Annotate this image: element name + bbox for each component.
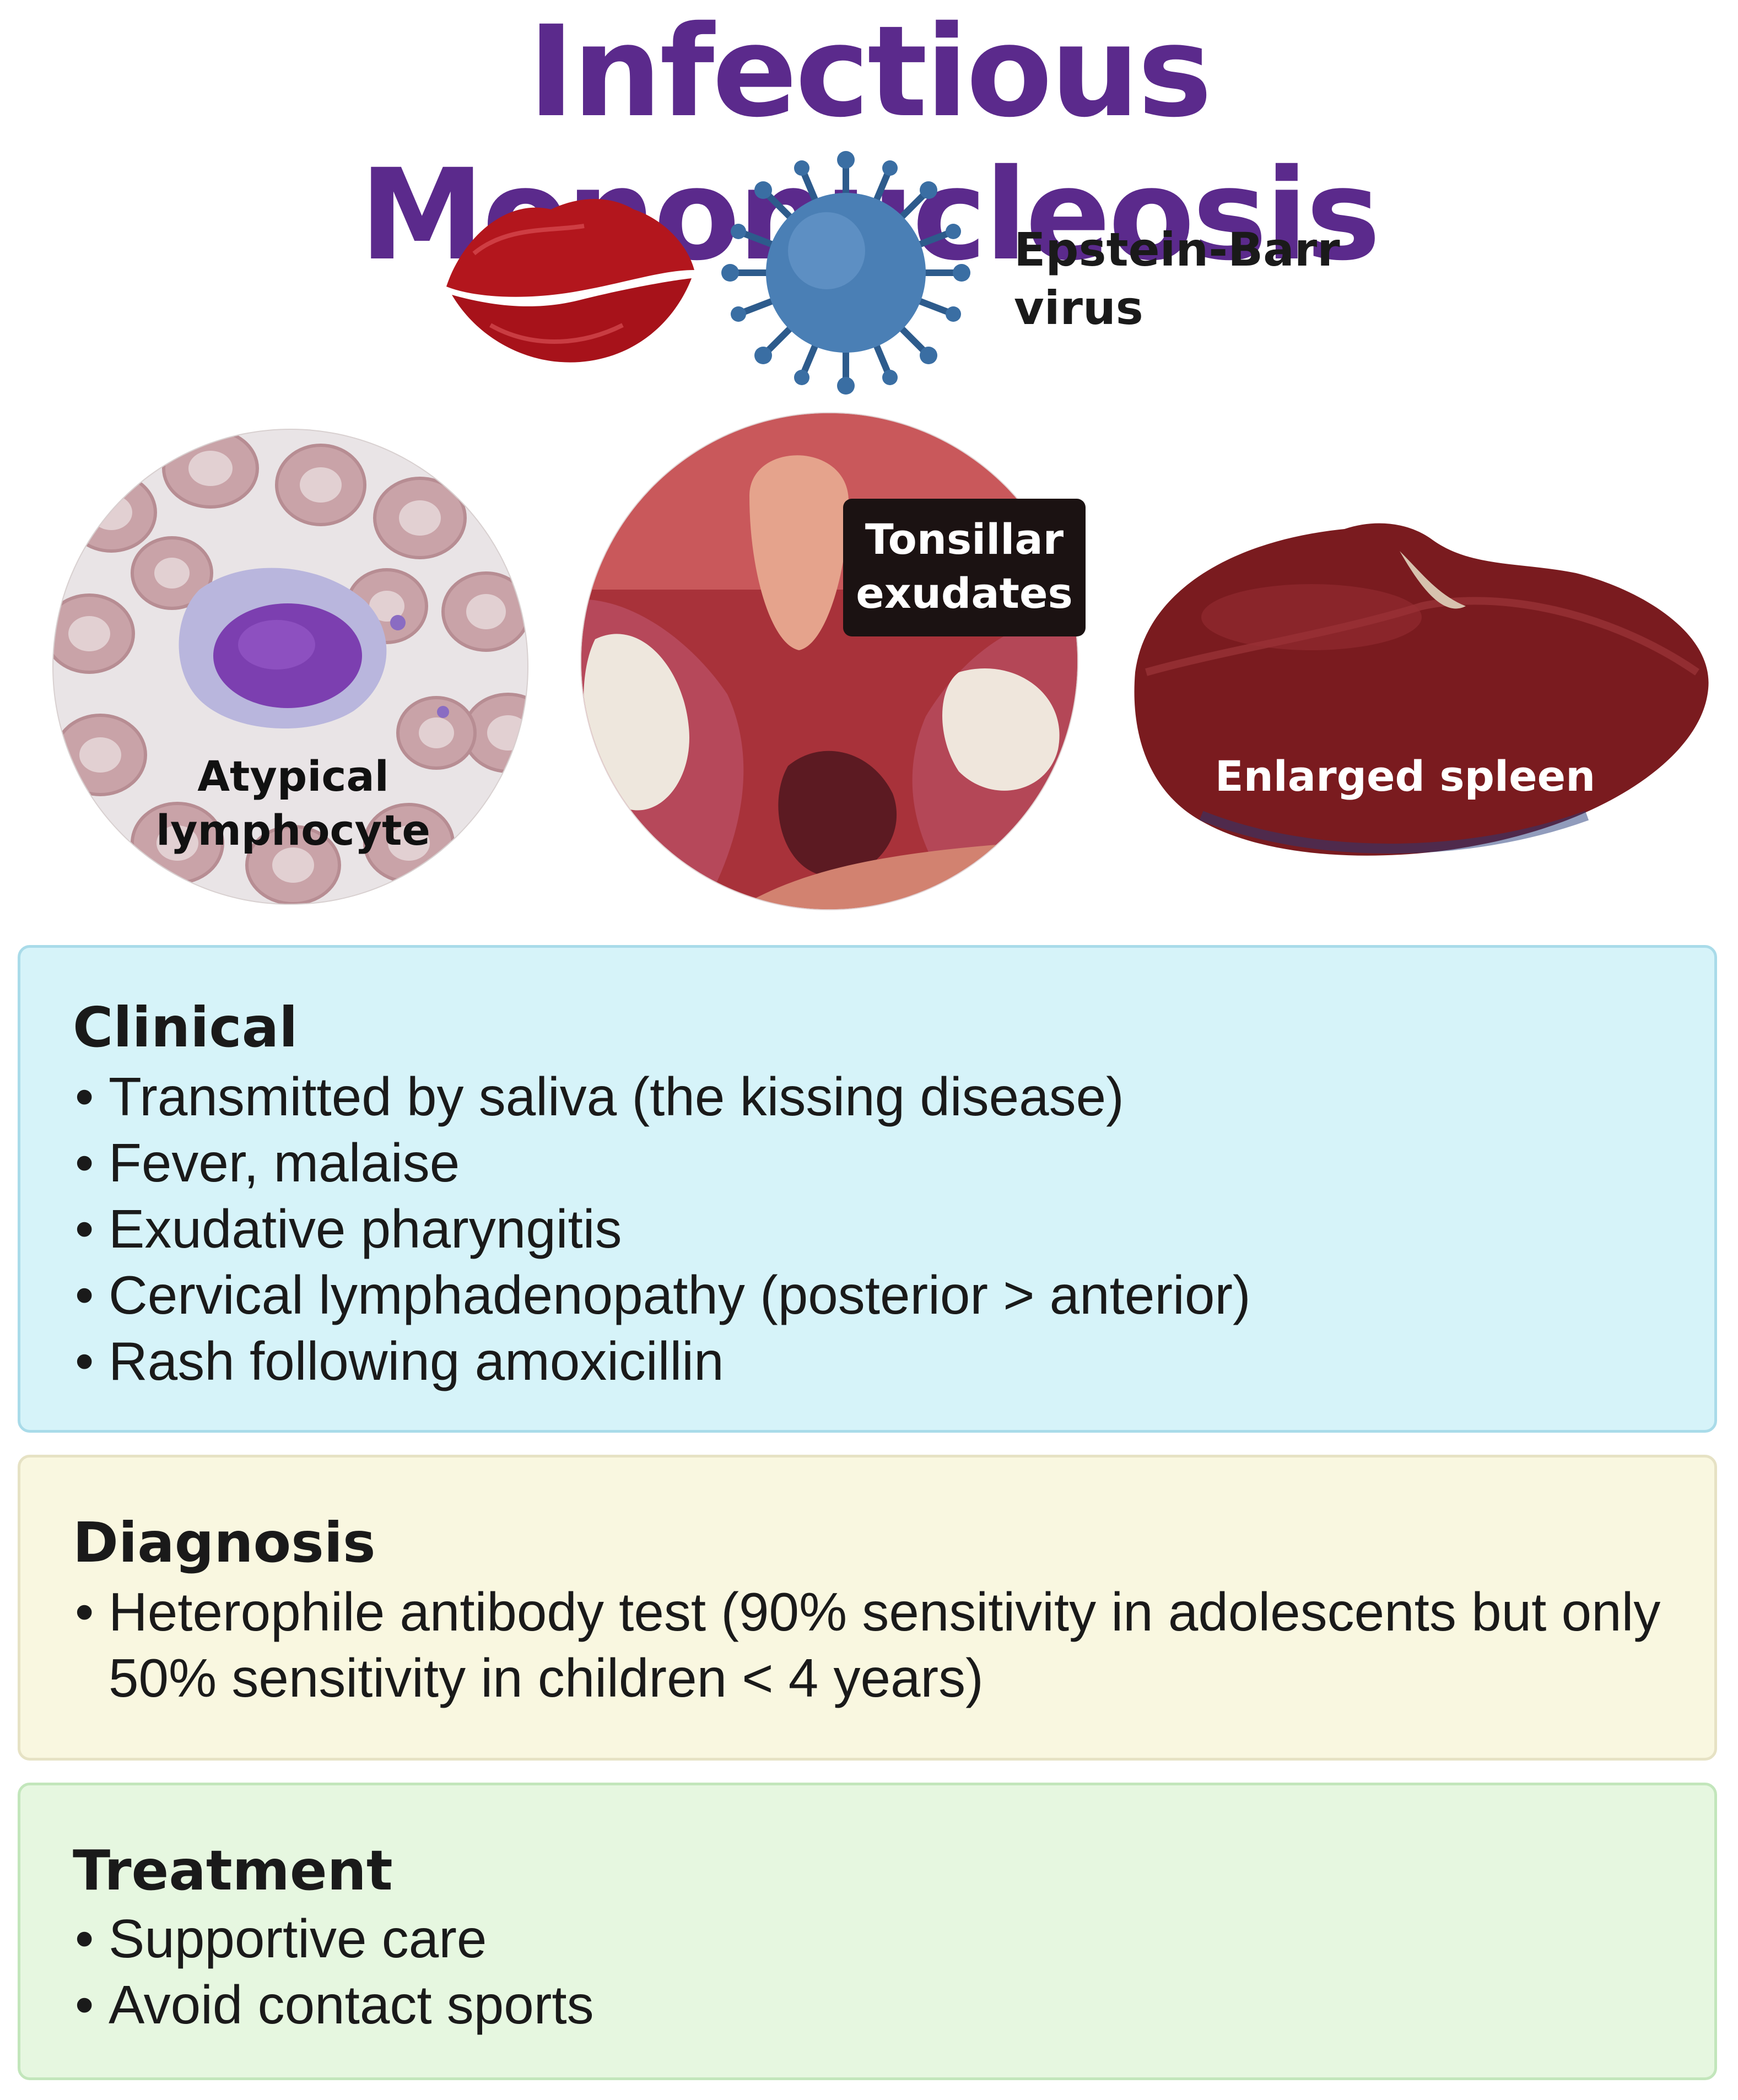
list-item: Supportive care bbox=[73, 1905, 1670, 1972]
enlarged-spleen-label: Enlarged spleen bbox=[1215, 752, 1596, 801]
tonsillar-exudates-label: Tonsillar exudates bbox=[856, 515, 1073, 618]
list-item: Fever, malaise bbox=[73, 1130, 1670, 1196]
treatment-list: Supportive care Avoid contact sports bbox=[73, 1905, 1670, 2038]
list-item: Avoid contact sports bbox=[73, 1972, 1670, 2038]
list-item: Transmitted by saliva (the kissing disea… bbox=[73, 1064, 1670, 1130]
clinical-heading: Clinical bbox=[73, 995, 298, 1060]
enlarged-spleen-image bbox=[1134, 523, 1709, 856]
lips-icon bbox=[446, 199, 694, 363]
diagnosis-list: Heterophile antibody test (90% sensitivi… bbox=[73, 1579, 1670, 1711]
diagnosis-panel: Diagnosis Heterophile antibody test (90%… bbox=[18, 1455, 1717, 1761]
treatment-heading: Treatment bbox=[73, 1838, 393, 1903]
list-item: Rash following amoxicillin bbox=[73, 1328, 1670, 1394]
clinical-panel: Clinical Transmitted by saliva (the kiss… bbox=[18, 945, 1717, 1433]
tonsillar-label-box bbox=[843, 499, 1086, 636]
diagnosis-heading: Diagnosis bbox=[73, 1510, 376, 1575]
clinical-list: Transmitted by saliva (the kissing disea… bbox=[73, 1064, 1670, 1394]
virus-icon bbox=[721, 151, 970, 395]
treatment-panel: Treatment Supportive care Avoid contact … bbox=[18, 1783, 1717, 2080]
tonsillar-exudates-image bbox=[580, 412, 1078, 910]
list-item: Heterophile antibody test (90% sensitivi… bbox=[73, 1579, 1670, 1711]
virus-label: Epstein-Barr virus bbox=[1014, 223, 1340, 335]
list-item: Cervical lymphadenopathy (posterior > an… bbox=[73, 1262, 1670, 1328]
atypical-lymphocyte-image bbox=[52, 429, 528, 905]
list-item: Exudative pharyngitis bbox=[73, 1196, 1670, 1262]
atypical-lymphocyte-label: Atypical lymphocyte bbox=[156, 752, 430, 855]
